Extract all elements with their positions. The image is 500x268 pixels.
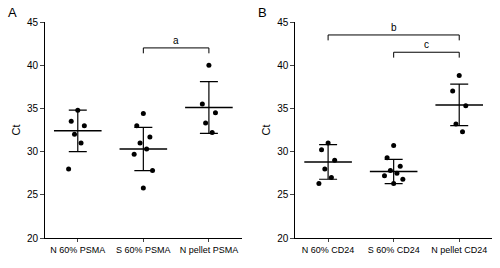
svg-text:35: 35 (27, 103, 39, 114)
svg-text:N 60% PSMA: N 60% PSMA (50, 245, 105, 255)
svg-text:20: 20 (27, 233, 39, 244)
svg-text:40: 40 (27, 60, 39, 71)
svg-text:30: 30 (277, 146, 289, 157)
svg-text:b: b (391, 22, 397, 33)
svg-text:40: 40 (277, 60, 289, 71)
svg-text:N 60% CD24: N 60% CD24 (302, 245, 355, 255)
svg-text:S 60% CD24: S 60% CD24 (368, 245, 420, 255)
svg-text:A: A (8, 5, 17, 20)
svg-text:N pellet CD24: N pellet CD24 (431, 245, 487, 255)
svg-text:25: 25 (27, 189, 39, 200)
svg-text:25: 25 (277, 189, 289, 200)
svg-text:N pellet PSMA: N pellet PSMA (180, 245, 239, 255)
svg-text:30: 30 (27, 146, 39, 157)
svg-text:35: 35 (277, 103, 289, 114)
svg-text:45: 45 (27, 17, 39, 28)
svg-text:Ct: Ct (10, 125, 22, 136)
svg-text:c: c (424, 39, 429, 50)
svg-text:45: 45 (277, 17, 289, 28)
svg-text:B: B (258, 5, 267, 20)
svg-text:S 60% PSMA: S 60% PSMA (116, 245, 171, 255)
svg-text:a: a (173, 35, 179, 46)
svg-text:Ct: Ct (260, 125, 272, 136)
svg-text:20: 20 (277, 233, 289, 244)
